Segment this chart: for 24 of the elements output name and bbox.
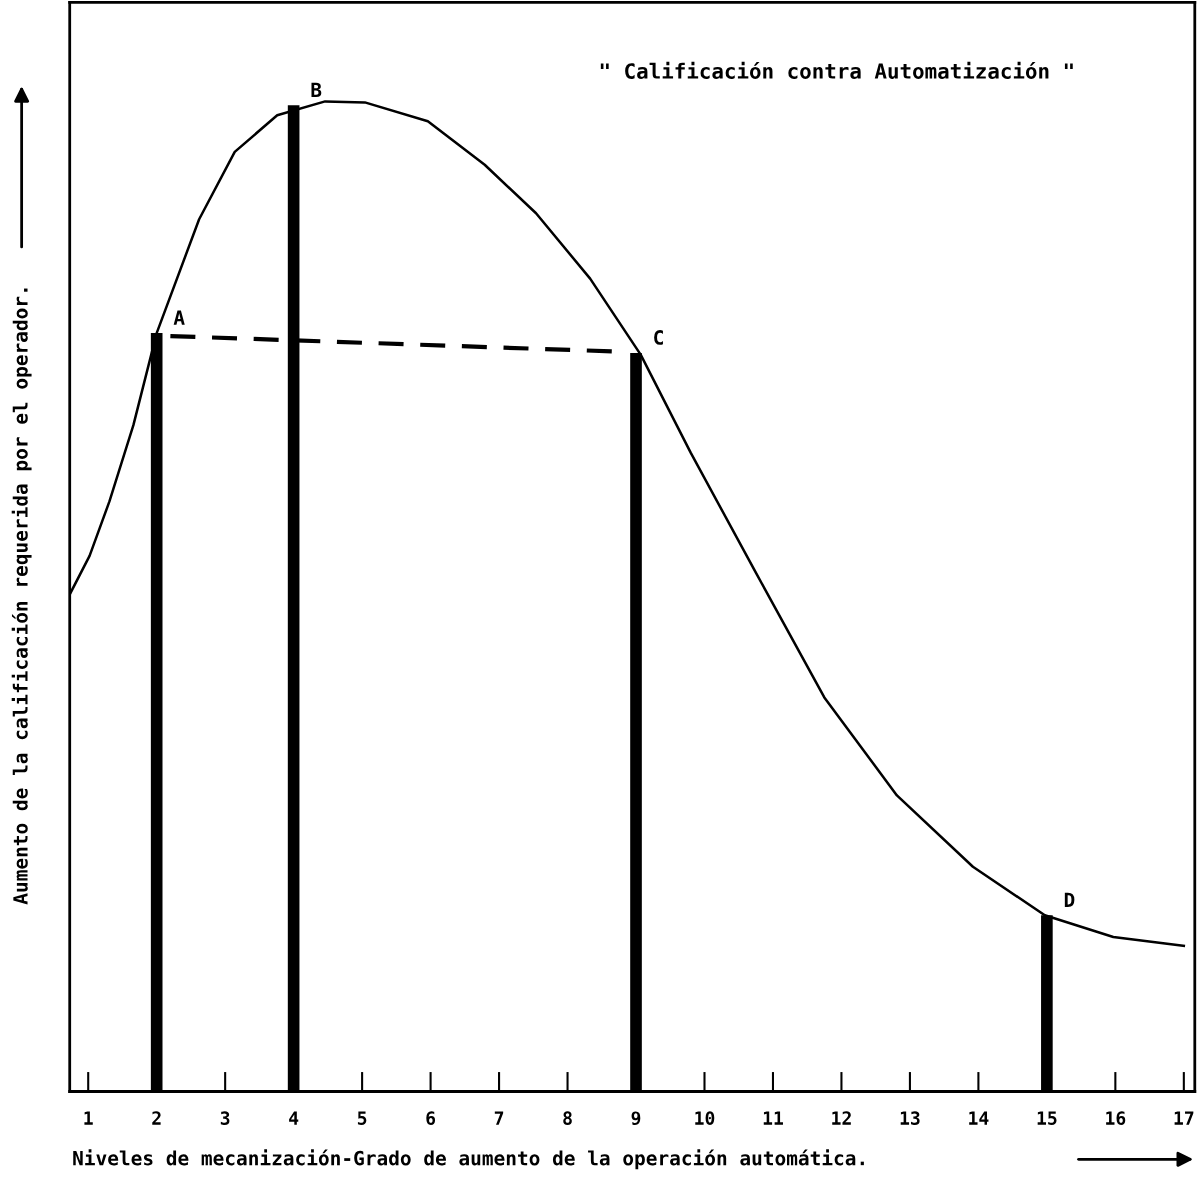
x-tick-label: 6: [426, 1111, 436, 1125]
x-tick-label: 14: [969, 1111, 989, 1125]
x-tick-label: 3: [220, 1111, 230, 1125]
x-tick-label: 10: [695, 1111, 715, 1125]
x-tick-label: 13: [900, 1111, 920, 1125]
chart-title: " Calificación contra Automatización ": [600, 61, 1073, 79]
x-tick-label: 16: [1106, 1111, 1126, 1125]
x-tick-label: 7: [494, 1111, 504, 1125]
x-axis-title: Niveles de mecanización-Grado de aumento de la operación automática.: [73, 1149, 864, 1170]
x-tick-label: 12: [832, 1111, 851, 1125]
x-tick-label: 2: [152, 1111, 161, 1125]
annotation: D: [1064, 892, 1075, 907]
x-tick-label: 15: [1037, 1111, 1057, 1125]
annotation: B: [311, 82, 322, 98]
annotation: C: [654, 330, 663, 345]
x-tick-label: 1: [84, 1111, 93, 1125]
y-axis-title: Aumento de la calificación requerida por el operador.: [11, 288, 32, 905]
x-tick-label: 5: [357, 1111, 367, 1125]
x-tick-label: 8: [563, 1111, 572, 1125]
x-tick-label: 17: [1174, 1111, 1194, 1125]
x-tick-label: 9: [631, 1111, 641, 1126]
annotation: A: [173, 310, 185, 325]
x-tick-label: 4: [289, 1111, 299, 1125]
x-tick-label: 11: [763, 1111, 783, 1125]
